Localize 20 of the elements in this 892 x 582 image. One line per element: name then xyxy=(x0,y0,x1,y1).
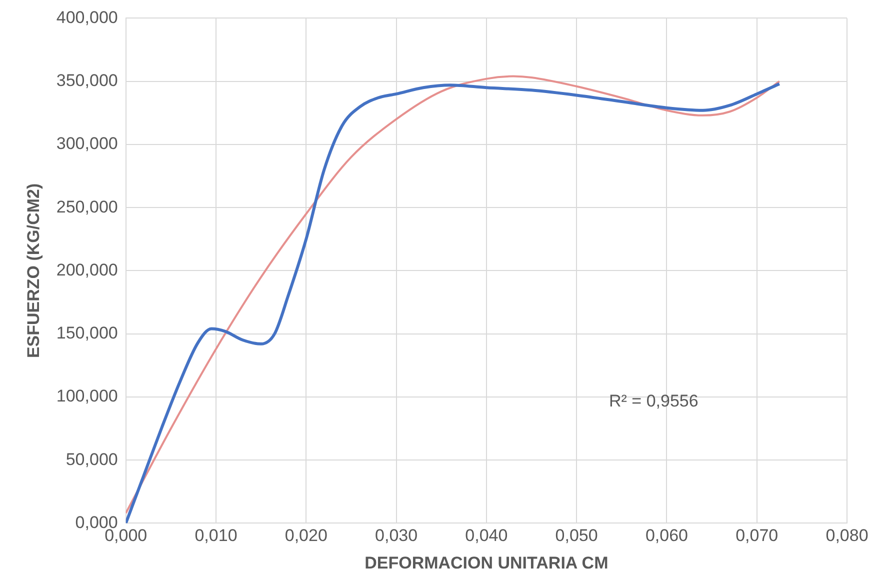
x-tick-label: 0,070 xyxy=(736,526,778,546)
y-tick-label: 200,000 xyxy=(56,260,118,280)
x-tick-label: 0,050 xyxy=(555,526,598,546)
x-tick-label: 0,030 xyxy=(375,526,418,546)
y-axis-title: ESFUERZO (KG/CM2) xyxy=(24,183,43,358)
y-tick-label: 100,000 xyxy=(56,386,118,406)
y-tick-label: 400,000 xyxy=(56,8,118,27)
y-tick-label: 250,000 xyxy=(56,197,118,216)
y-tick-label: 350,000 xyxy=(56,71,118,90)
y-tick-label: 300,000 xyxy=(56,134,118,154)
x-tick-label: 0,060 xyxy=(645,526,688,546)
x-axis-title: DEFORMACION UNITARIA CM xyxy=(364,553,608,572)
y-tick-label: 150,000 xyxy=(56,324,118,343)
x-tick-label: 0,010 xyxy=(194,526,238,546)
y-tick-label: 50,000 xyxy=(66,450,118,469)
y-tick-label: 0,000 xyxy=(75,512,118,532)
x-tick-label: 0,080 xyxy=(826,526,868,546)
annotation: R² = 0,9556 xyxy=(609,392,698,411)
x-tick-label: 0,040 xyxy=(465,526,508,546)
x-tick-label: 0,020 xyxy=(284,526,328,546)
